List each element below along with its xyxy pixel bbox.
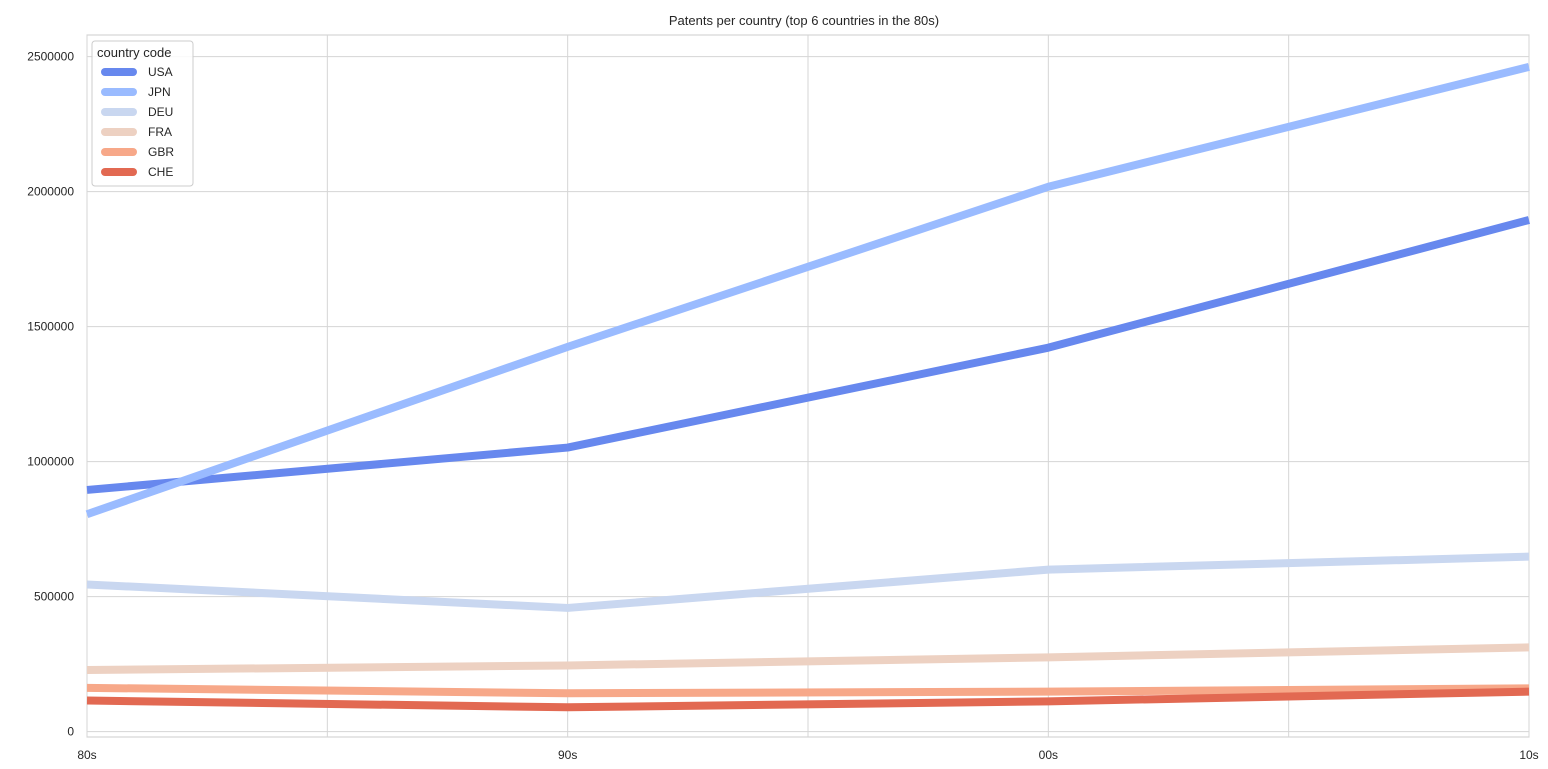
legend-label-fra: FRA (148, 125, 172, 139)
legend-label-che: CHE (148, 165, 173, 179)
y-tick-label: 0 (67, 725, 74, 739)
legend-label-jpn: JPN (148, 85, 171, 99)
x-tick-label: 90s (558, 748, 577, 762)
chart-title: Patents per country (top 6 countries in … (669, 13, 939, 28)
y-tick-label: 2500000 (27, 50, 74, 64)
x-tick-label: 80s (77, 748, 96, 762)
legend-label-deu: DEU (148, 105, 173, 119)
y-tick-label: 2000000 (27, 185, 74, 199)
legend: country code USA JPN DEU FRA GBR CHE (92, 41, 193, 186)
x-tick-label: 10s (1519, 748, 1538, 762)
legend-label-gbr: GBR (148, 145, 174, 159)
x-tick-label: 00s (1039, 748, 1058, 762)
legend-title: country code (97, 45, 171, 60)
grid-lines (87, 35, 1529, 737)
y-tick-label: 1000000 (27, 455, 74, 469)
legend-label-usa: USA (148, 65, 173, 79)
y-tick-label: 1500000 (27, 320, 74, 334)
y-tick-label: 500000 (34, 590, 74, 604)
